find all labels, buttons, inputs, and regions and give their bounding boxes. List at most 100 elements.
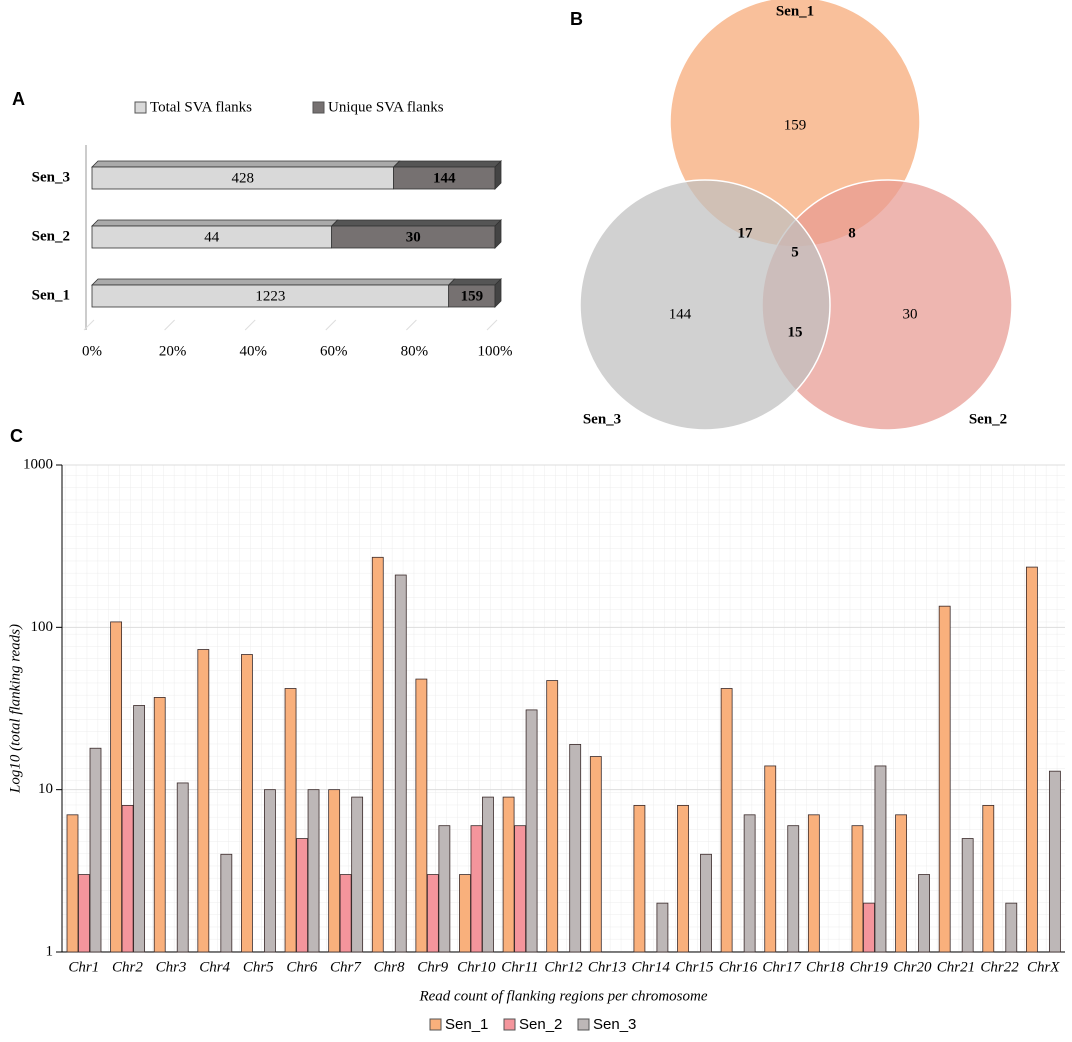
bar-side bbox=[494, 160, 502, 190]
bar bbox=[633, 804, 646, 953]
x-tick-label: Chr10 bbox=[457, 959, 496, 975]
bar bbox=[264, 789, 276, 953]
bar bbox=[482, 796, 494, 953]
y-tick-label: 1 bbox=[46, 943, 54, 959]
bar-top bbox=[91, 219, 339, 227]
bar bbox=[296, 838, 308, 953]
bar bbox=[863, 902, 875, 953]
floor-line bbox=[406, 319, 417, 331]
value-label: 44 bbox=[204, 229, 220, 245]
x-tick-label: Chr2 bbox=[112, 959, 143, 975]
legend-swatch bbox=[312, 101, 325, 114]
bar bbox=[78, 874, 90, 953]
bar bbox=[874, 765, 887, 953]
y-tick-label: 100 bbox=[31, 619, 54, 635]
x-tick-label: Chr8 bbox=[374, 959, 405, 975]
bar bbox=[546, 680, 559, 953]
set-label: Sen_2 bbox=[969, 411, 1007, 427]
x-tick-label: Chr18 bbox=[806, 959, 845, 975]
bar bbox=[133, 705, 146, 953]
bar bbox=[176, 782, 189, 953]
bar-top bbox=[392, 160, 502, 168]
bar bbox=[241, 654, 253, 953]
x-tick-label: Chr3 bbox=[156, 959, 187, 975]
bar bbox=[351, 796, 364, 953]
floor-line bbox=[83, 319, 95, 331]
bar bbox=[743, 814, 756, 953]
floor-line bbox=[325, 319, 337, 331]
x-tick-label: Chr6 bbox=[286, 959, 317, 975]
x-tick-label: Chr12 bbox=[544, 959, 583, 975]
x-tick-label: Chr1 bbox=[68, 959, 99, 975]
bar bbox=[918, 874, 930, 953]
bar bbox=[470, 825, 483, 953]
bar-top bbox=[91, 160, 401, 168]
x-tick-label: Chr17 bbox=[762, 959, 802, 975]
bar bbox=[426, 874, 439, 953]
bar bbox=[787, 825, 800, 953]
legend-label: Sen_3 bbox=[593, 1016, 636, 1033]
bar bbox=[415, 678, 428, 953]
minor-grid bbox=[62, 465, 1065, 952]
set-circle bbox=[579, 179, 831, 431]
x-tick-label: Chr4 bbox=[199, 959, 230, 975]
bar bbox=[197, 649, 210, 953]
bar-side bbox=[494, 219, 502, 249]
x-tick-label: Chr11 bbox=[501, 959, 538, 975]
bar bbox=[284, 688, 297, 953]
value-label: 1223 bbox=[255, 288, 285, 304]
bar bbox=[807, 814, 820, 953]
region-count: 17 bbox=[738, 225, 754, 241]
region-count: 159 bbox=[784, 117, 807, 133]
bar bbox=[1005, 902, 1018, 953]
x-tick-label: Chr20 bbox=[893, 959, 932, 975]
floor-line bbox=[486, 319, 498, 331]
x-tick-label: Chr9 bbox=[417, 959, 448, 975]
bar bbox=[677, 804, 689, 953]
legend-label: Sen_2 bbox=[519, 1016, 562, 1033]
bar bbox=[66, 814, 79, 953]
bar bbox=[764, 765, 777, 953]
bar bbox=[1025, 566, 1038, 953]
bar bbox=[110, 621, 123, 953]
bar bbox=[514, 825, 526, 953]
region-count: 8 bbox=[848, 225, 856, 241]
panel-label: A bbox=[12, 89, 25, 109]
bar bbox=[700, 853, 712, 953]
legend-label: Total SVA flanks bbox=[150, 99, 252, 115]
y-tick-label: Sen_3 bbox=[32, 169, 70, 185]
floor-line bbox=[164, 319, 175, 331]
bar bbox=[961, 838, 974, 953]
panel-label: B bbox=[570, 9, 583, 29]
bar bbox=[502, 796, 515, 953]
y-tick-label: 10 bbox=[38, 781, 53, 797]
x-tick-label: Chr5 bbox=[243, 959, 274, 975]
legend-label: Sen_1 bbox=[445, 1016, 488, 1033]
bar bbox=[569, 744, 582, 953]
bar-top bbox=[447, 278, 502, 286]
x-tick-label: 20% bbox=[159, 343, 187, 359]
legend-swatch bbox=[134, 101, 147, 114]
x-tick-label: 40% bbox=[239, 343, 267, 359]
bar-top bbox=[91, 278, 456, 286]
value-label: 30 bbox=[406, 229, 421, 245]
bar bbox=[720, 688, 733, 953]
x-tick-label: 100% bbox=[478, 343, 513, 359]
region-count: 5 bbox=[791, 244, 799, 260]
x-tick-label: Chr15 bbox=[675, 959, 714, 975]
bar bbox=[438, 825, 451, 953]
bar bbox=[459, 874, 471, 953]
x-tick-label: 60% bbox=[320, 343, 348, 359]
bar bbox=[89, 747, 102, 953]
set-label: Sen_3 bbox=[583, 411, 621, 427]
bar bbox=[307, 789, 320, 953]
bar bbox=[371, 556, 384, 953]
bar bbox=[153, 697, 166, 953]
legend-swatch bbox=[429, 1018, 442, 1031]
floor-line bbox=[244, 319, 256, 331]
x-tick-label: 80% bbox=[401, 343, 429, 359]
y-tick-label: Sen_1 bbox=[32, 287, 70, 303]
legend-swatch bbox=[503, 1018, 516, 1031]
set-label: Sen_1 bbox=[776, 3, 814, 19]
